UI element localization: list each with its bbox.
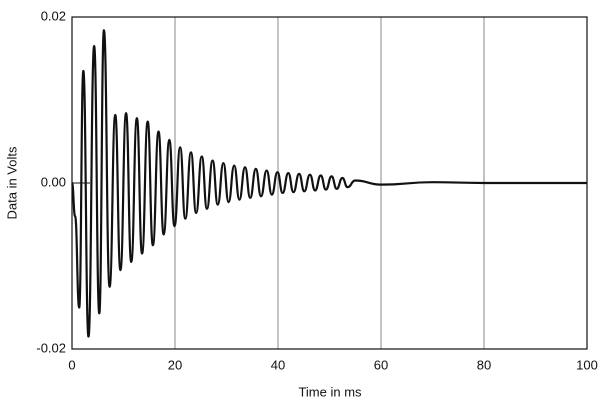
x-tick-label: 100: [576, 357, 598, 372]
x-tick-label: 0: [68, 357, 75, 372]
y-tick-label: -0.02: [36, 340, 66, 355]
y-tick-label: 0.02: [41, 8, 66, 23]
x-tick-label: 80: [477, 357, 491, 372]
x-tick-label: 20: [168, 357, 182, 372]
x-tick-label: 60: [374, 357, 388, 372]
y-axis-label: Data in Volts: [4, 146, 19, 219]
waveform: [70, 29, 587, 338]
x-tick-label: 40: [271, 357, 285, 372]
y-tick-label: 0.00: [41, 174, 66, 189]
x-axis-label: Time in ms: [298, 384, 362, 399]
